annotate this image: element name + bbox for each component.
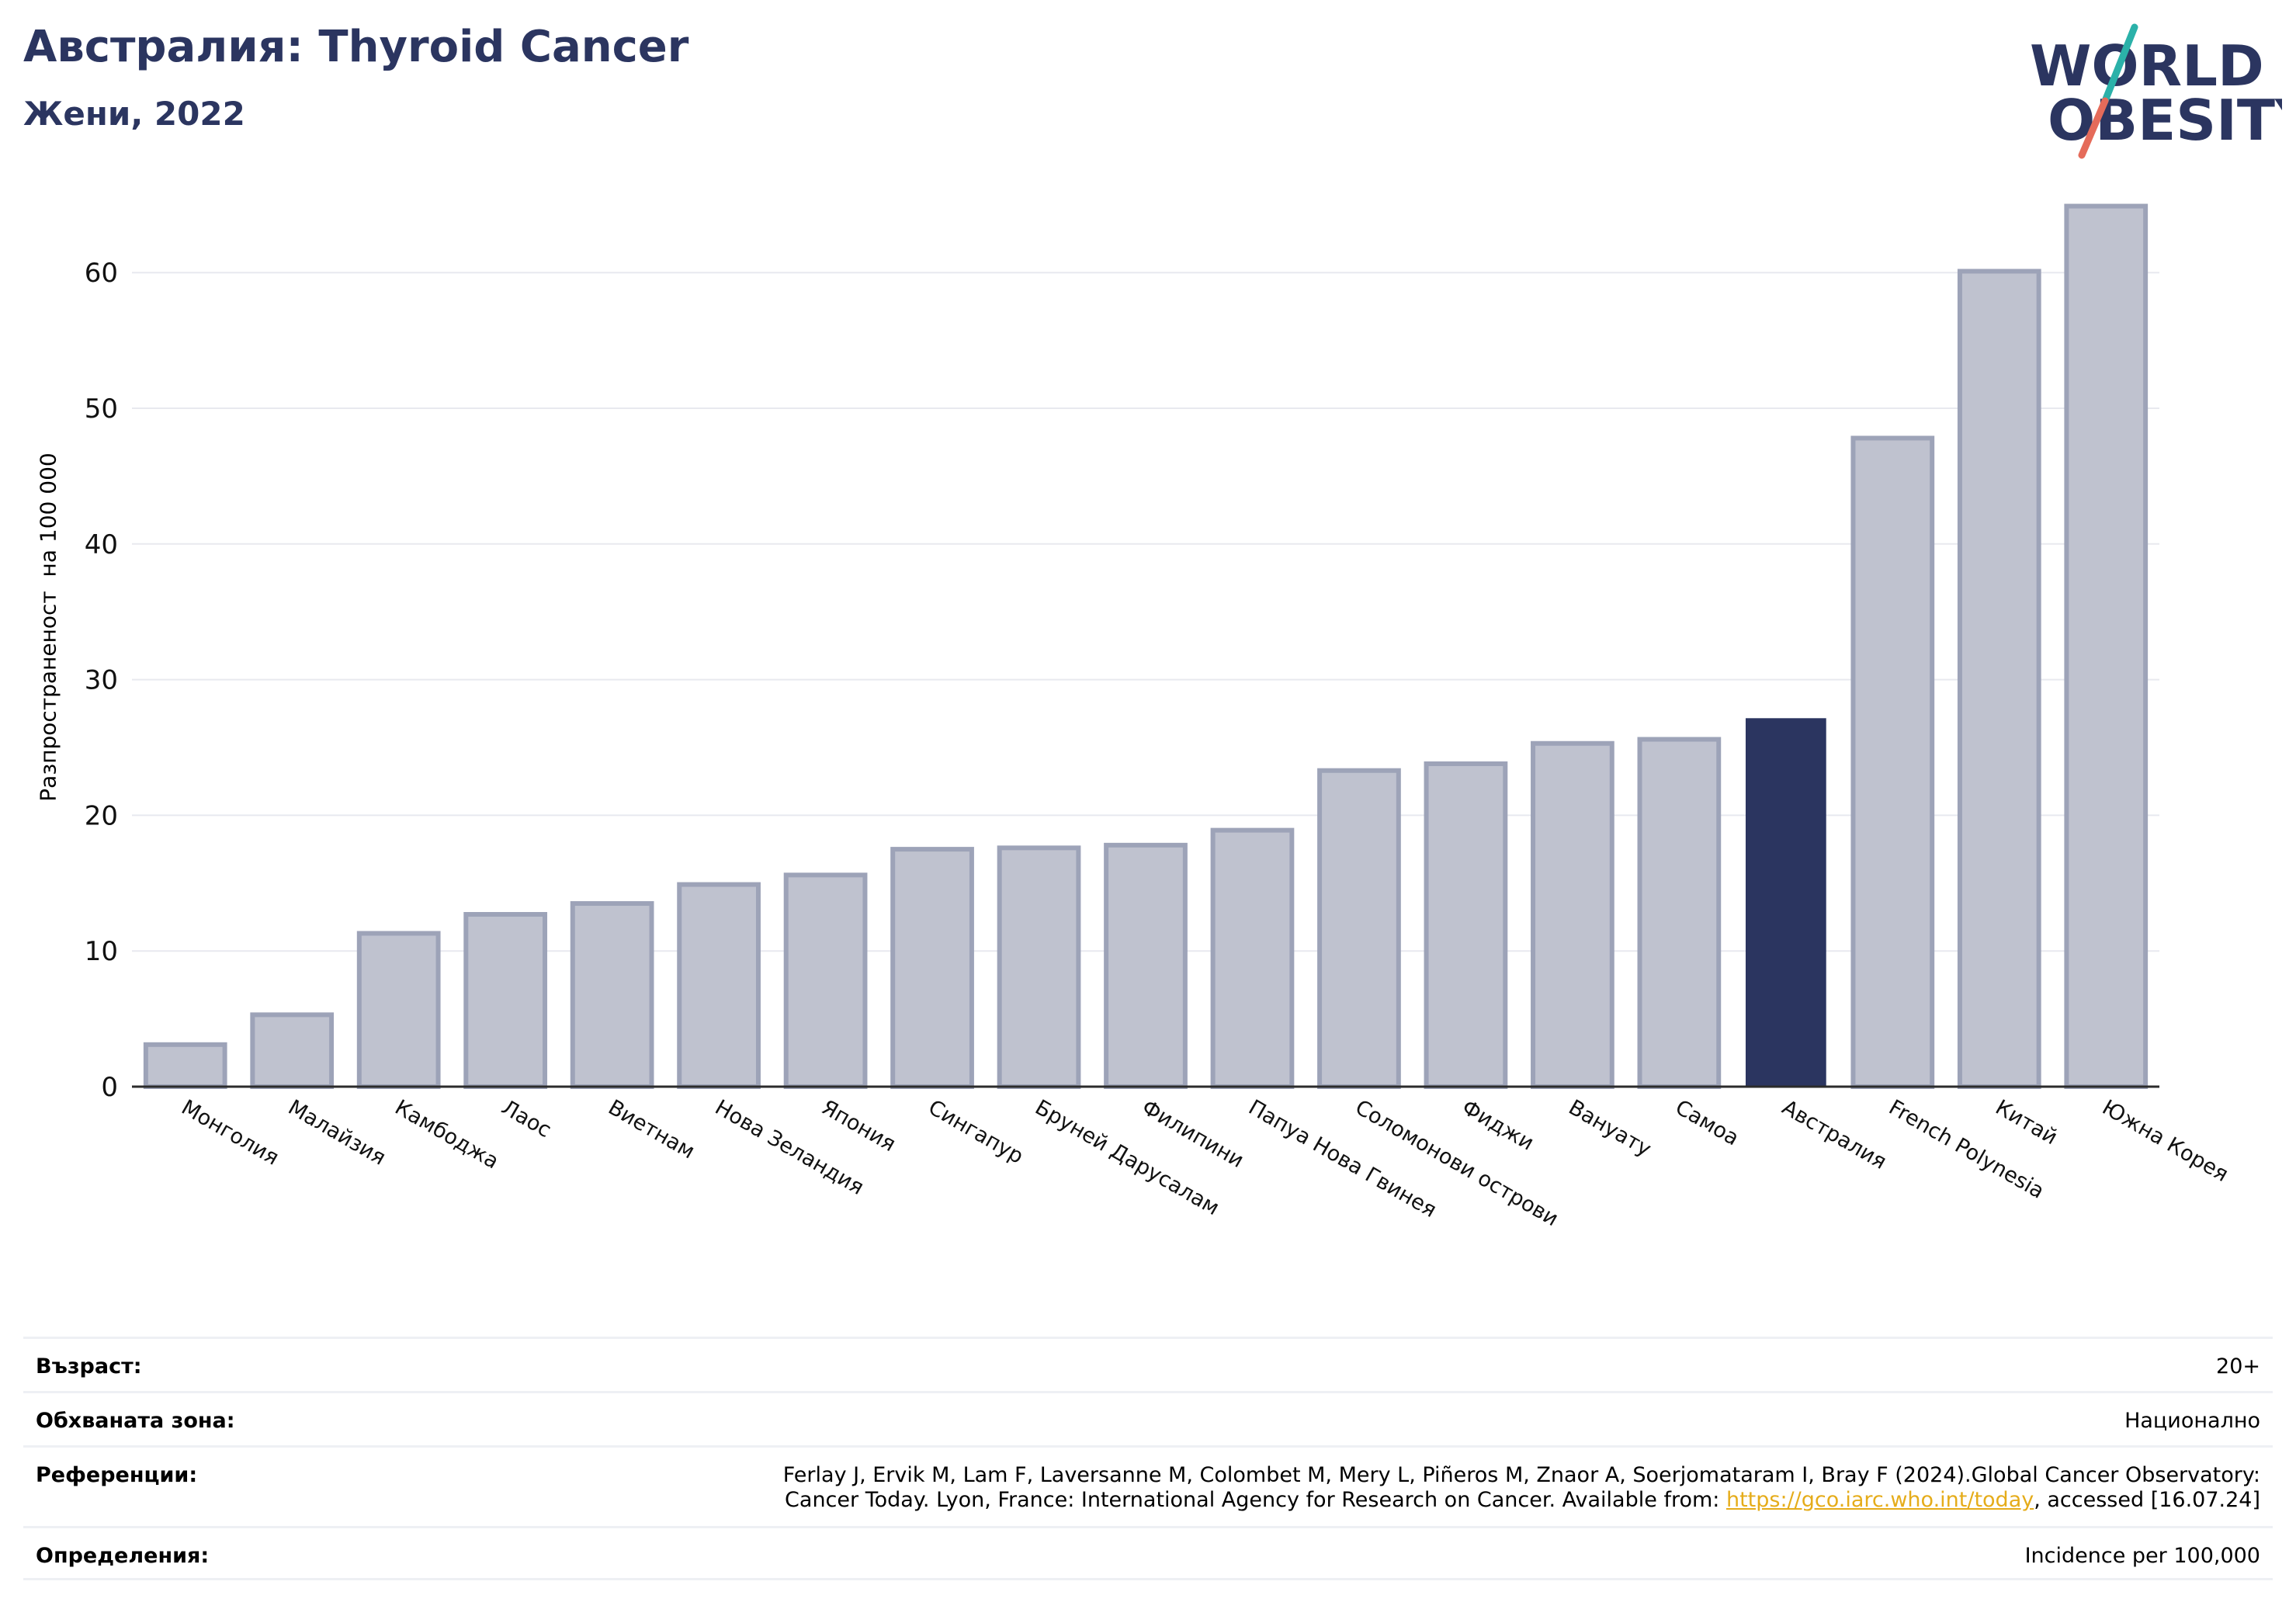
bar-14 [1637, 737, 1722, 1090]
age-value: 20+ [2216, 1354, 2260, 1379]
x-tick-label: Лаос [498, 1095, 556, 1143]
y-axis-ticks: 0 10 20 30 40 50 60 [85, 258, 118, 1103]
y-axis-label: Разпространеност на 100 000 [35, 453, 61, 802]
references-accessed: , accessed [16.07.24] [2034, 1488, 2260, 1512]
bar-5 [677, 882, 761, 1089]
meta-row-area: Обхваната зона: Национално [23, 1391, 2273, 1445]
y-tick-label: 0 [101, 1072, 118, 1103]
bar-15 [1745, 718, 1826, 1087]
references-line-1: Ferlay J, Ervik M, Lam F, Laversanne M, … [782, 1463, 2260, 1487]
bar-2 [356, 931, 441, 1089]
y-tick-label: 30 [85, 665, 118, 696]
meta-row-age: Възраст: 20+ [23, 1337, 2273, 1391]
x-tick-label: Южна Корея [2098, 1095, 2232, 1187]
age-label: Възраст: [36, 1354, 142, 1379]
bar-16 [1850, 435, 1935, 1089]
bar-6 [783, 872, 868, 1089]
bar-1 [250, 1012, 335, 1089]
metadata-table: Възраст: 20+ Обхваната зона: Национално … [23, 1337, 2273, 1580]
logo-slash-teal [2101, 23, 2138, 105]
x-tick-label: Самоа [1671, 1095, 1743, 1150]
logo-line-1: WORLD [2030, 33, 2264, 99]
bar-18 [2064, 203, 2149, 1090]
x-tick-label: Бруней Дарусалам [1031, 1095, 1223, 1220]
x-tick-label: Япония [817, 1095, 900, 1157]
chart-subtitle: Жени, 2022 [23, 95, 245, 133]
bar-7 [890, 847, 974, 1089]
references-line-2-text: Cancer Today. Lyon, France: Internationa… [785, 1488, 1726, 1512]
bar-17 [1957, 269, 2041, 1089]
bar-0 [143, 1042, 227, 1090]
chart-title: Австралия: Thyroid Cancer [23, 22, 689, 72]
x-tick-label: Монголия [177, 1095, 283, 1170]
bar-12 [1424, 761, 1508, 1089]
references-line-2: Cancer Today. Lyon, France: Internationa… [783, 1488, 2260, 1513]
y-tick-label: 60 [85, 258, 118, 289]
area-value: Национално [2124, 1409, 2260, 1433]
x-tick-label: Австралия [1777, 1095, 1890, 1174]
definitions-label: Определения: [36, 1544, 210, 1568]
area-label: Обхваната зона: [36, 1409, 235, 1433]
world-obesity-logo: WORLD OBESITY [2030, 23, 2282, 159]
x-tick-label: Сингапур [924, 1095, 1028, 1169]
x-tick-label: Китай [1991, 1095, 2061, 1150]
bar-13 [1531, 740, 1614, 1089]
x-tick-label: Виетнам [604, 1095, 699, 1163]
y-tick-label: 20 [85, 800, 118, 831]
meta-row-definitions: Определения: Incidence per 100,000 [23, 1526, 2273, 1580]
meta-row-references: Референции: Ferlay J, Ervik M, Lam F, La… [23, 1445, 2273, 1526]
bar-10 [1210, 827, 1295, 1090]
y-tick-label: 40 [85, 529, 118, 560]
y-tick-label: 10 [85, 936, 118, 967]
bar-chart: 0 10 20 30 40 50 60 Монголия Малайзия КамбоджаЛа… [85, 203, 2232, 1231]
references-label: Референции: [36, 1463, 198, 1487]
bar-4 [570, 901, 654, 1090]
bar-3 [463, 912, 548, 1090]
references-link[interactable]: https://gco.iarc.who.int/today [1725, 1488, 2034, 1512]
bar-9 [1104, 842, 1188, 1089]
bar-11 [1317, 768, 1401, 1089]
definitions-value: Incidence per 100,000 [2024, 1544, 2260, 1568]
references-value: Ferlay J, Ervik M, Lam F, Laversanne M, … [783, 1463, 2260, 1513]
bars [143, 203, 2149, 1090]
x-tick-label: Папуа Нова Гвинея [1244, 1095, 1441, 1222]
x-tick-label: Малайзия [284, 1095, 390, 1170]
x-tick-label: Фиджи [1458, 1095, 1538, 1156]
logo-slash-coral [2078, 97, 2109, 159]
x-tick-label: Соломонови острови [1351, 1095, 1562, 1231]
y-tick-label: 50 [85, 394, 118, 425]
bar-8 [997, 845, 1081, 1090]
x-tick-label: Вануату [1565, 1095, 1656, 1161]
x-tick-label: Камбоджа [390, 1095, 502, 1174]
